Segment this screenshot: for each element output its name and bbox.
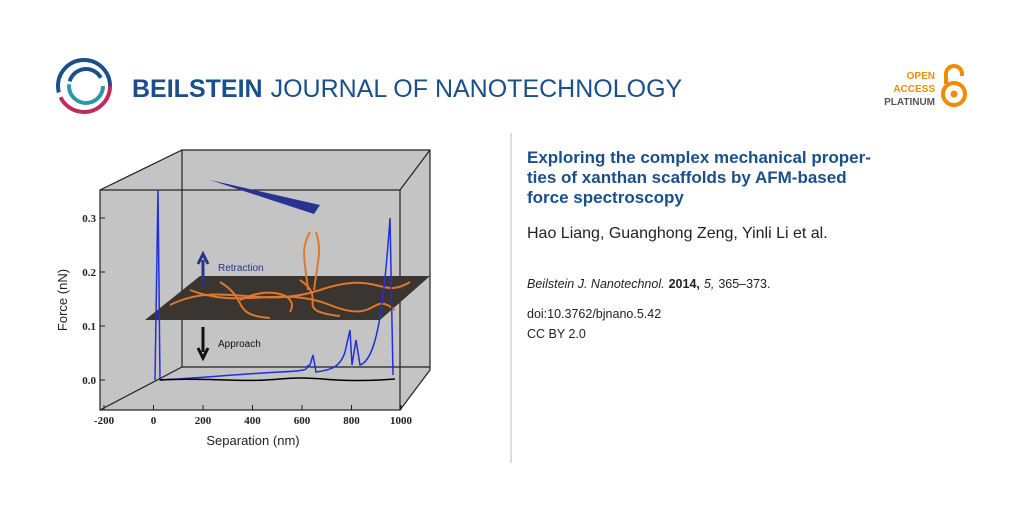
y-tick-label: 0.2 [82, 267, 96, 279]
title-line: force spectroscopy [527, 188, 684, 207]
journal-name: BEILSTEIN JOURNAL OF NANOTECHNOLOGY [132, 75, 683, 103]
cantilever [210, 180, 320, 214]
x-tick-label: 800 [343, 415, 360, 427]
article-title: Exploring the complex mechanical proper-… [527, 148, 871, 207]
citation-year: 2014, [669, 277, 700, 291]
authors: Hao Liang, Guanghong Zeng, Yinli Li et a… [527, 225, 828, 242]
citation-journal: Beilstein J. Nanotechnol. [527, 277, 665, 291]
x-tick-label: 400 [244, 415, 261, 427]
oa-badge: OPEN ACCESS PLATINUM [884, 71, 935, 108]
x-axis-label: Separation (nm) [206, 433, 299, 448]
citation-pages: 365–373. [718, 277, 770, 291]
fibers [169, 231, 411, 319]
citation: Beilstein J. Nanotechnol. 2014, 5, 365–373. [527, 277, 770, 291]
badge-text: PLATINUM [884, 97, 935, 108]
title-line: Exploring the complex mechanical proper- [527, 148, 871, 167]
retraction-curve [154, 189, 394, 381]
figure: Retraction Approach Separation (nm) Forc… [55, 149, 431, 448]
x-tick-label: 200 [195, 415, 212, 427]
license: CC BY 2.0 [527, 327, 586, 341]
retraction-label: Retraction [218, 263, 264, 274]
approach-label: Approach [218, 339, 261, 350]
x-tick-label: 0 [151, 415, 157, 427]
oa-lock [941, 64, 967, 107]
journal-bold: BEILSTEIN [132, 75, 263, 103]
badge-text: OPEN [907, 71, 935, 82]
title-line: ties of xanthan scaffolds by AFM-based [527, 168, 847, 187]
approach-arrow [196, 327, 210, 362]
x-tick-label: 600 [294, 415, 311, 427]
logo [56, 58, 112, 114]
citation-volume: 5, [704, 277, 714, 291]
retraction-arrow [196, 250, 210, 285]
y-tick-label: 0.0 [82, 375, 96, 387]
oa-dot [950, 90, 958, 98]
y-tick-label: 0.3 [82, 213, 96, 225]
y-axis-label: Force (nN) [55, 269, 70, 331]
y-tick-label: 0.1 [82, 321, 96, 333]
badge-text: ACCESS [893, 84, 935, 95]
ticks: -200 0 200 400 600 800 1000 0.3 0.2 0.1 0.0 [82, 213, 412, 427]
approach-curve [159, 377, 396, 382]
x-tick-label: -200 [94, 415, 115, 427]
doi: doi:10.3762/bjnano.5.42 [527, 307, 661, 321]
x-tick-label: 1000 [390, 415, 413, 427]
journal-rest: JOURNAL OF NANOTECHNOLOGY [271, 75, 683, 103]
